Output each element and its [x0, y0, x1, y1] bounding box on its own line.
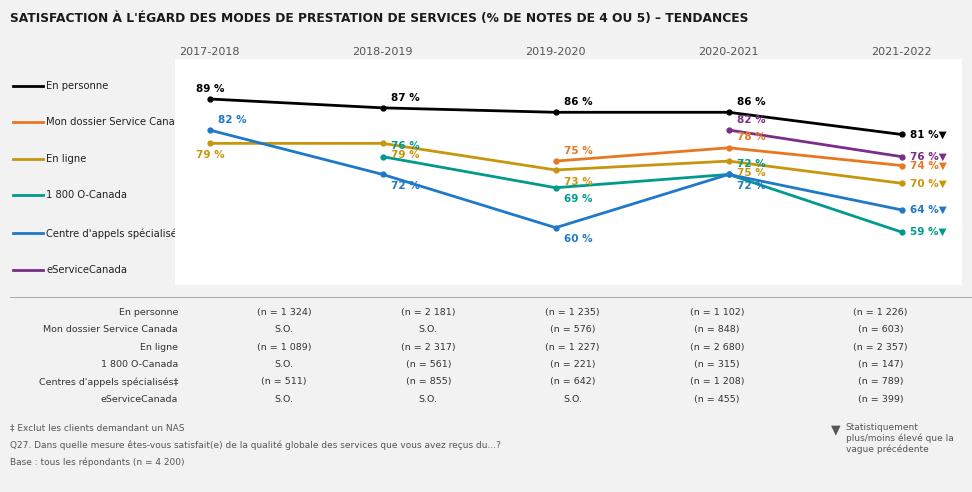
Text: (n = 1 227): (n = 1 227) — [545, 342, 600, 352]
Text: 89 %: 89 % — [195, 84, 225, 93]
Text: S.O.: S.O. — [563, 395, 582, 403]
Text: 82 %: 82 % — [738, 115, 766, 124]
Text: 86 %: 86 % — [565, 97, 593, 107]
Text: 79 %: 79 % — [392, 150, 420, 160]
Text: 2020-2021: 2020-2021 — [699, 47, 759, 57]
Text: 75 %: 75 % — [738, 168, 766, 178]
Text: (n = 848): (n = 848) — [694, 325, 740, 335]
Text: 72 %: 72 % — [392, 181, 420, 191]
Text: S.O.: S.O. — [274, 395, 294, 403]
Text: (n = 1 324): (n = 1 324) — [257, 308, 311, 317]
Text: 59 %▼: 59 %▼ — [911, 227, 947, 237]
Text: 79 %: 79 % — [195, 150, 225, 160]
Text: S.O.: S.O. — [274, 325, 294, 335]
Text: 74 %▼: 74 %▼ — [911, 160, 948, 171]
Text: ‡ Exclut les clients demandant un NAS: ‡ Exclut les clients demandant un NAS — [10, 423, 185, 432]
Text: (n = 511): (n = 511) — [261, 377, 307, 386]
Text: 64 %▼: 64 %▼ — [911, 205, 947, 215]
Text: En ligne: En ligne — [140, 342, 178, 352]
Text: (n = 147): (n = 147) — [858, 360, 903, 369]
Text: (n = 1 235): (n = 1 235) — [545, 308, 600, 317]
Text: (n = 2 357): (n = 2 357) — [853, 342, 908, 352]
Text: (n = 561): (n = 561) — [405, 360, 451, 369]
Text: 81 %▼: 81 %▼ — [911, 129, 947, 139]
Text: (n = 603): (n = 603) — [857, 325, 903, 335]
Text: (n = 1 089): (n = 1 089) — [257, 342, 311, 352]
Text: Base : tous les répondants (n = 4 200): Base : tous les répondants (n = 4 200) — [10, 458, 185, 467]
Text: 2017-2018: 2017-2018 — [179, 47, 240, 57]
Text: 2019-2020: 2019-2020 — [526, 47, 586, 57]
Text: En personne: En personne — [119, 308, 178, 317]
Text: 73 %: 73 % — [565, 177, 593, 186]
Text: 76 %: 76 % — [392, 141, 420, 152]
Text: (n = 2 181): (n = 2 181) — [401, 308, 456, 317]
Text: (n = 455): (n = 455) — [694, 395, 740, 403]
Text: S.O.: S.O. — [419, 325, 437, 335]
Text: En ligne: En ligne — [46, 154, 87, 164]
Text: 60 %: 60 % — [565, 234, 593, 245]
Text: (n = 221): (n = 221) — [550, 360, 596, 369]
Text: (n = 789): (n = 789) — [858, 377, 903, 386]
Text: (n = 1 208): (n = 1 208) — [690, 377, 745, 386]
Text: Centre d'appels spécialisés‡: Centre d'appels spécialisés‡ — [46, 228, 188, 239]
Text: 70 %▼: 70 %▼ — [911, 178, 947, 188]
Text: (n = 399): (n = 399) — [857, 395, 903, 403]
Text: 2021-2022: 2021-2022 — [872, 47, 932, 57]
Text: 2018-2019: 2018-2019 — [353, 47, 413, 57]
Text: 72 %: 72 % — [738, 181, 766, 191]
Text: (n = 642): (n = 642) — [550, 377, 596, 386]
Text: ▼: ▼ — [831, 423, 841, 436]
Text: S.O.: S.O. — [419, 395, 437, 403]
Text: (n = 1 226): (n = 1 226) — [853, 308, 908, 317]
Text: Mon dossier Service Canada: Mon dossier Service Canada — [46, 118, 188, 127]
Text: 76 %▼: 76 %▼ — [911, 152, 947, 162]
Text: eServiceCanada: eServiceCanada — [46, 265, 127, 275]
Text: eServiceCanada: eServiceCanada — [101, 395, 178, 403]
Text: 78 %: 78 % — [738, 132, 766, 143]
Text: En personne: En personne — [46, 81, 109, 91]
Text: 1 800 O-Canada: 1 800 O-Canada — [101, 360, 178, 369]
Text: Mon dossier Service Canada: Mon dossier Service Canada — [44, 325, 178, 335]
Text: 72 %: 72 % — [738, 159, 766, 169]
Text: 87 %: 87 % — [392, 92, 420, 102]
Text: 69 %: 69 % — [565, 194, 593, 204]
Text: (n = 576): (n = 576) — [550, 325, 596, 335]
Text: 82 %: 82 % — [219, 115, 247, 124]
Text: Q27. Dans quelle mesure êtes-vous satisfait(e) de la qualité globale des service: Q27. Dans quelle mesure êtes-vous satisf… — [10, 440, 501, 450]
Text: 86 %: 86 % — [738, 97, 766, 107]
Text: Centres d'appels spécialisés‡: Centres d'appels spécialisés‡ — [39, 377, 178, 387]
Text: SATISFACTION À L'ÉGARD DES MODES DE PRESTATION DE SERVICES (% DE NOTES DE 4 OU 5: SATISFACTION À L'ÉGARD DES MODES DE PRES… — [10, 12, 748, 25]
Text: 75 %: 75 % — [565, 146, 593, 156]
Text: (n = 2 680): (n = 2 680) — [690, 342, 745, 352]
Text: (n = 855): (n = 855) — [405, 377, 451, 386]
Text: 1 800 O-Canada: 1 800 O-Canada — [46, 190, 127, 200]
Text: (n = 315): (n = 315) — [694, 360, 740, 369]
Text: (n = 1 102): (n = 1 102) — [690, 308, 745, 317]
Text: S.O.: S.O. — [274, 360, 294, 369]
Text: Statistiquement
plus/moins élevé que la
vague précédente: Statistiquement plus/moins élevé que la … — [846, 423, 954, 454]
Text: (n = 2 317): (n = 2 317) — [401, 342, 456, 352]
